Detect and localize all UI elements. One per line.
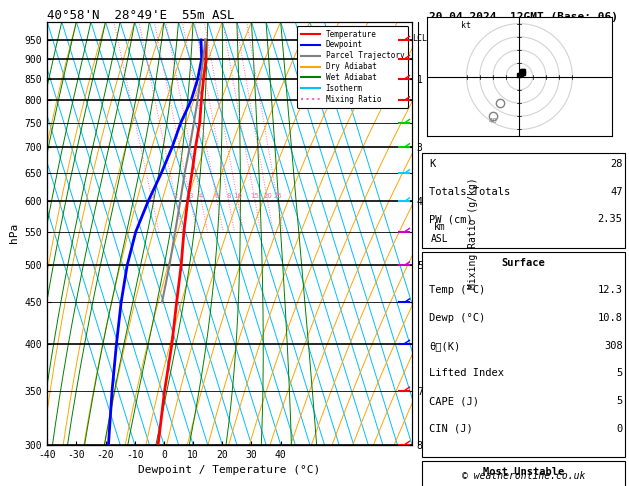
Text: 40°58'N  28°49'E  55m ASL: 40°58'N 28°49'E 55m ASL [47, 9, 235, 22]
Text: 8: 8 [226, 193, 231, 199]
Text: Temp (°C): Temp (°C) [429, 285, 485, 295]
Text: Totals Totals: Totals Totals [429, 187, 510, 197]
Y-axis label: Mixing Ratio (g/kg): Mixing Ratio (g/kg) [467, 177, 477, 289]
Text: Dewp (°C): Dewp (°C) [429, 313, 485, 323]
Text: 10: 10 [233, 193, 242, 199]
Text: 20: 20 [263, 193, 272, 199]
Text: 1: 1 [150, 193, 155, 199]
Text: PW (cm): PW (cm) [429, 214, 472, 225]
Text: LCL: LCL [412, 34, 427, 43]
Text: Surface: Surface [502, 258, 545, 268]
Text: 5: 5 [616, 396, 623, 406]
Text: 20.04.2024  12GMT (Base: 06): 20.04.2024 12GMT (Base: 06) [429, 12, 618, 22]
Text: 0: 0 [616, 424, 623, 434]
Bar [423, 252, 625, 457]
X-axis label: Dewpoint / Temperature (°C): Dewpoint / Temperature (°C) [138, 465, 321, 475]
Text: 28: 28 [610, 159, 623, 169]
Y-axis label: km
ASL: km ASL [431, 223, 448, 244]
Text: 5: 5 [616, 368, 623, 379]
Text: θᴇ(K): θᴇ(K) [429, 341, 460, 351]
Text: 2: 2 [174, 193, 178, 199]
Legend: Temperature, Dewpoint, Parcel Trajectory, Dry Adiabat, Wet Adiabat, Isotherm, Mi: Temperature, Dewpoint, Parcel Trajectory… [297, 26, 408, 108]
Text: Most Unstable: Most Unstable [483, 467, 564, 477]
Text: 3: 3 [188, 193, 193, 199]
Text: © weatheronline.co.uk: © weatheronline.co.uk [462, 471, 586, 481]
Text: kt: kt [461, 21, 471, 30]
Text: 10.8: 10.8 [598, 313, 623, 323]
Bar [423, 461, 625, 486]
Text: 4: 4 [199, 193, 204, 199]
Text: 15: 15 [250, 193, 259, 199]
Text: Lifted Index: Lifted Index [429, 368, 504, 379]
Bar [423, 153, 625, 248]
Text: 12.3: 12.3 [598, 285, 623, 295]
Text: 308: 308 [604, 341, 623, 351]
Y-axis label: hPa: hPa [9, 223, 19, 243]
Text: K: K [429, 159, 435, 169]
Text: 40: 40 [489, 118, 498, 124]
Text: 2.35: 2.35 [598, 214, 623, 225]
Text: 25: 25 [273, 193, 282, 199]
Text: 6: 6 [215, 193, 220, 199]
Text: CIN (J): CIN (J) [429, 424, 472, 434]
Text: CAPE (J): CAPE (J) [429, 396, 479, 406]
Text: 47: 47 [610, 187, 623, 197]
